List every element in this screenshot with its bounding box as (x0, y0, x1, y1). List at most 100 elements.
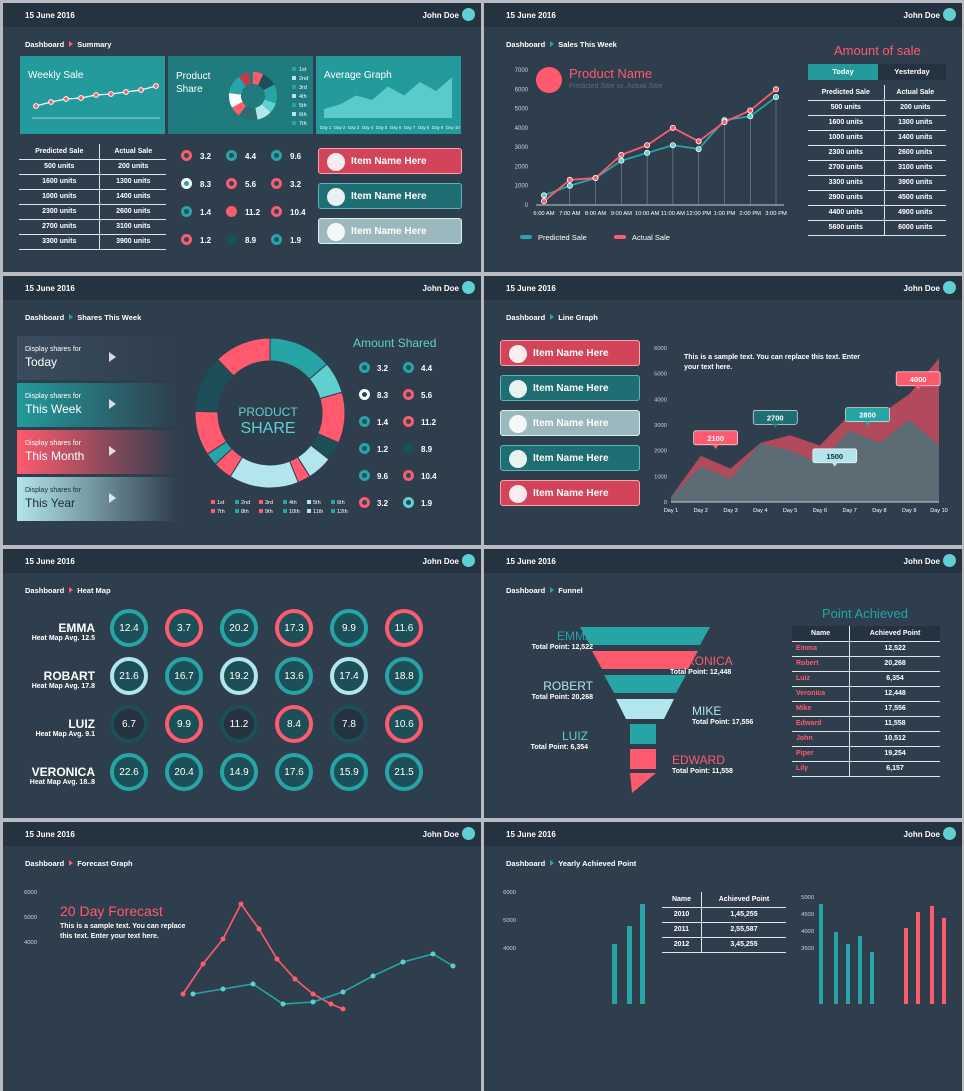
table-row[interactable]: Lily 6,157 (792, 761, 940, 777)
predicted-point (747, 113, 754, 120)
table-cell: 3900 units (883, 175, 946, 191)
table-row[interactable]: 2300 units 2600 units (808, 145, 946, 161)
table-row[interactable]: Veronica 12,448 (792, 686, 940, 702)
avatar[interactable] (462, 8, 475, 21)
share-tab-this-week[interactable]: Display shares for This Week (17, 383, 177, 427)
item-button[interactable]: Item Name Here (500, 480, 640, 506)
table-row[interactable]: 1000 units 1400 units (19, 189, 166, 205)
table-row[interactable]: 1600 units 1300 units (808, 115, 946, 131)
tab-today[interactable]: Today (808, 64, 878, 80)
x-tick-label: Day 4 (362, 125, 374, 130)
heat-map-cell[interactable]: 20.4 (165, 753, 203, 791)
share-tab-this-year[interactable]: Display shares for This Year (17, 477, 177, 521)
table-cell: 1400 units (99, 189, 166, 205)
table-row[interactable]: 3300 units 3900 units (808, 175, 946, 191)
table-row[interactable]: 2700 units 3100 units (808, 160, 946, 176)
column-header[interactable]: Predicted Sale (808, 85, 885, 101)
product-share-card[interactable]: Product Share 1st 2nd 3rd 4th 5th 6th 7th (168, 56, 313, 134)
heat-map-cell[interactable]: 6.7 (110, 705, 148, 743)
column-header[interactable]: Actual Sale (99, 144, 166, 160)
heat-map-cell[interactable]: 21.5 (385, 753, 423, 791)
forecast-point (450, 963, 456, 969)
legend-predicted-swatch (520, 235, 532, 239)
legend-label: 11th (313, 509, 323, 515)
table-cell: 2010 (662, 907, 702, 923)
heat-map-cell[interactable]: 3.7 (165, 609, 203, 647)
table-row[interactable]: Edward 11,558 (792, 716, 940, 732)
heat-map-cell[interactable]: 18.8 (385, 657, 423, 695)
column-header[interactable]: Achieved Point (849, 626, 940, 642)
avatar[interactable] (943, 281, 956, 294)
item-button[interactable]: Item Name Here (318, 183, 462, 209)
heat-map-cell[interactable]: 7.8 (330, 705, 368, 743)
heat-map-cell[interactable]: 9.9 (165, 705, 203, 743)
heat-map-cell[interactable]: 17.6 (275, 753, 313, 791)
avatar[interactable] (943, 827, 956, 840)
table-row[interactable]: 2012 3,45,255 (662, 937, 786, 953)
item-button[interactable]: Item Name Here (318, 218, 462, 244)
heat-map-cell[interactable]: 14.9 (220, 753, 258, 791)
heat-map-cell[interactable]: 11.6 (385, 609, 423, 647)
column-header[interactable]: Achieved Point (700, 892, 786, 908)
heat-map-cell[interactable]: 16.7 (165, 657, 203, 695)
heat-map-cell[interactable]: 9.9 (330, 609, 368, 647)
table-row[interactable]: Mike 17,556 (792, 701, 940, 717)
table-row[interactable]: John 10,512 (792, 731, 940, 747)
table-row[interactable]: Robert 20,268 (792, 656, 940, 672)
legend-label: 1st (299, 67, 307, 73)
heat-map-cell[interactable]: 17.4 (330, 657, 368, 695)
heat-map-cell[interactable]: 21.6 (110, 657, 148, 695)
heat-map-cell[interactable]: 11.2 (220, 705, 258, 743)
heat-map-cell[interactable]: 17.3 (275, 609, 313, 647)
heat-map-cell[interactable]: 8.4 (275, 705, 313, 743)
item-button[interactable]: Item Name Here (500, 340, 640, 366)
heat-map-cell[interactable]: 15.9 (330, 753, 368, 791)
person-name: VERONICA (31, 765, 95, 779)
column-header[interactable]: Actual Sale (883, 85, 946, 101)
breadcrumb: Dashboard Line Graph (506, 313, 598, 322)
table-row[interactable]: 4400 units 4900 units (808, 205, 946, 221)
y-tick-label: 6000 (654, 346, 667, 352)
table-row[interactable]: 3300 units 3900 units (19, 234, 166, 250)
table-row[interactable]: Piper 19,254 (792, 746, 940, 762)
column-header[interactable]: Name (662, 892, 702, 908)
table-row[interactable]: 2300 units 2600 units (19, 204, 166, 220)
table-row[interactable]: 1000 units 1400 units (808, 130, 946, 146)
avatar[interactable] (462, 554, 475, 567)
funnel-level-6 (630, 749, 656, 769)
predicted-point (644, 149, 651, 156)
item-button[interactable]: Item Name Here (500, 445, 640, 471)
heat-map-cell[interactable]: 19.2 (220, 657, 258, 695)
tab-yesterday[interactable]: Yesterday (878, 64, 946, 80)
item-button[interactable]: Item Name Here (500, 375, 640, 401)
avatar[interactable] (943, 8, 956, 21)
item-button[interactable]: Item Name Here (318, 148, 462, 174)
heat-map-cell[interactable]: 10.6 (385, 705, 423, 743)
actual-point (695, 138, 702, 145)
heat-map-cell[interactable]: 13.6 (275, 657, 313, 695)
heat-map-cell[interactable]: 20.2 (220, 609, 258, 647)
share-tab-today[interactable]: Display shares for Today (17, 336, 177, 380)
table-row[interactable]: 2011 2,55,587 (662, 922, 786, 938)
table-row[interactable]: Luiz 6,354 (792, 671, 940, 687)
table-row[interactable]: 5600 units 6000 units (808, 220, 946, 236)
weekly-sale-card[interactable]: Weekly Sale (20, 56, 165, 134)
share-tab-this-month[interactable]: Display shares for This Month (17, 430, 177, 474)
table-row[interactable]: Emma 12,522 (792, 641, 940, 657)
table-row[interactable]: 500 units 200 units (19, 159, 166, 175)
avatar[interactable] (462, 827, 475, 840)
table-row[interactable]: 2010 1,45,255 (662, 907, 786, 923)
table-cell: 10,512 (849, 731, 940, 747)
table-row[interactable]: 2900 units 4500 units (808, 190, 946, 206)
table-row[interactable]: 2700 units 3100 units (19, 219, 166, 235)
table-row[interactable]: 500 units 200 units (808, 100, 946, 116)
item-button[interactable]: Item Name Here (500, 410, 640, 436)
heat-map-cell[interactable]: 12.4 (110, 609, 148, 647)
column-header[interactable]: Predicted Sale (19, 144, 100, 160)
avatar[interactable] (943, 554, 956, 567)
heat-map-cell[interactable]: 22.6 (110, 753, 148, 791)
avatar[interactable] (462, 281, 475, 294)
column-header[interactable]: Name (792, 626, 850, 642)
table-row[interactable]: 1600 units 1300 units (19, 174, 166, 190)
